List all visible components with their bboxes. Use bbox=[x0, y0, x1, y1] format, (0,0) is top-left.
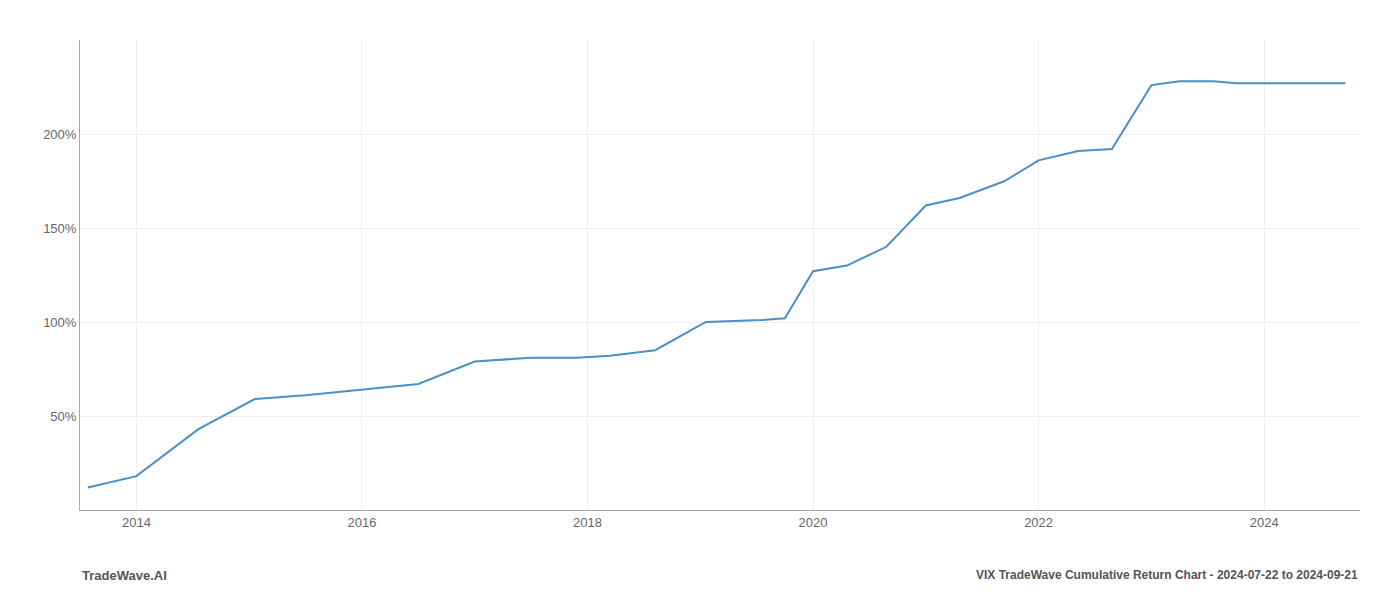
svg-text:2020: 2020 bbox=[799, 515, 828, 530]
svg-text:TradeWave.AI: TradeWave.AI bbox=[82, 568, 167, 583]
svg-text:100%: 100% bbox=[43, 315, 77, 330]
svg-text:150%: 150% bbox=[43, 221, 77, 236]
svg-text:2024: 2024 bbox=[1250, 515, 1279, 530]
svg-text:50%: 50% bbox=[50, 409, 76, 424]
svg-text:2014: 2014 bbox=[122, 515, 151, 530]
svg-text:2018: 2018 bbox=[573, 515, 602, 530]
svg-text:2016: 2016 bbox=[347, 515, 376, 530]
svg-text:VIX TradeWave Cumulative Retur: VIX TradeWave Cumulative Return Chart - … bbox=[976, 568, 1358, 582]
svg-text:200%: 200% bbox=[43, 127, 77, 142]
svg-text:2022: 2022 bbox=[1024, 515, 1053, 530]
